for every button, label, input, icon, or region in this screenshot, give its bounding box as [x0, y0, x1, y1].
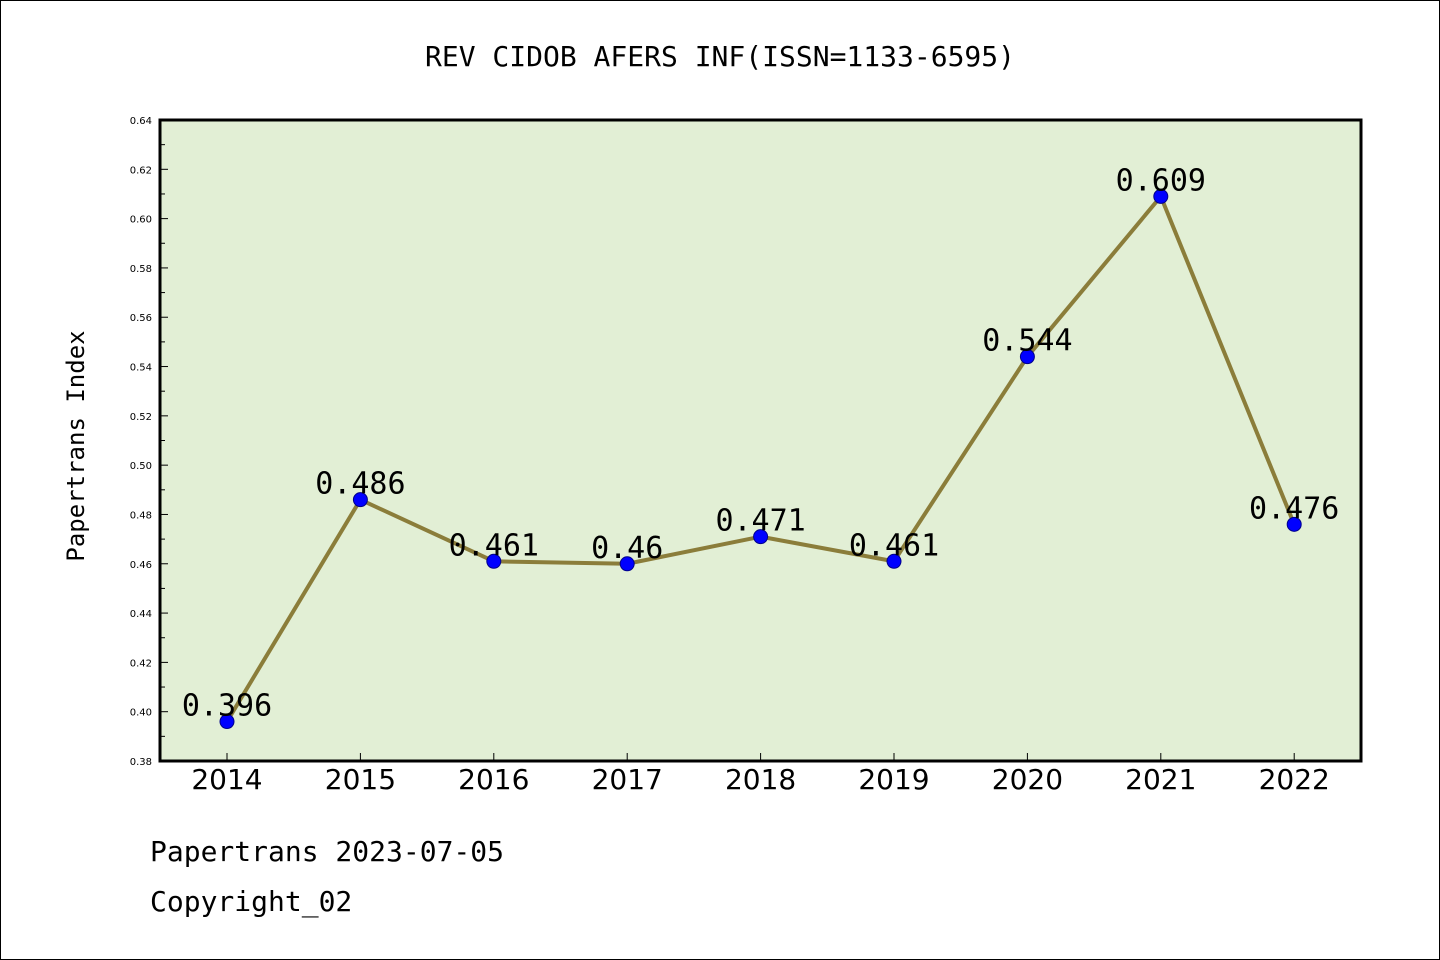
x-tick-label: 2015 — [325, 763, 396, 796]
y-tick-label: 0.38 — [130, 757, 152, 768]
x-tick-label: 2018 — [725, 763, 796, 796]
data-point-marker — [886, 553, 902, 569]
x-tick-label: 2020 — [992, 763, 1063, 796]
y-tick-label: 0.60 — [130, 215, 152, 226]
x-tick-label: 2021 — [1125, 763, 1196, 796]
y-tick-label: 0.42 — [130, 658, 152, 669]
data-point-marker — [486, 553, 502, 569]
x-tick-label: 2022 — [1259, 763, 1330, 796]
y-tick-label: 0.40 — [130, 708, 152, 719]
x-tick-label: 2019 — [858, 763, 929, 796]
y-tick-label: 0.64 — [130, 116, 152, 127]
data-label: 0.544 — [982, 324, 1072, 359]
y-axis-label: Papertrans Index — [62, 330, 90, 561]
x-tick-label: 2014 — [191, 763, 262, 796]
y-tick-label: 0.56 — [130, 313, 152, 324]
data-point-marker — [219, 714, 235, 730]
x-tick-label: 2016 — [458, 763, 529, 796]
y-tick-label: 0.46 — [130, 560, 152, 571]
data-label: 0.396 — [182, 689, 272, 724]
y-tick-label: 0.52 — [130, 412, 152, 423]
y-tick-label: 0.62 — [130, 165, 152, 176]
data-label: 0.476 — [1249, 491, 1339, 526]
data-point-marker — [352, 492, 368, 508]
plot-area — [160, 120, 1361, 761]
x-axis: 2014 2015 2016 2017 2018 2019 2020 2021 2022 — [191, 753, 1330, 796]
footer-copyright: Copyright_02 — [150, 885, 353, 918]
data-label: 0.471 — [715, 504, 805, 539]
data-point-marker — [1019, 349, 1035, 365]
plot-border — [158, 118, 1363, 763]
data-point-marker — [1153, 188, 1169, 204]
y-axis: 0.38 0.40 0.42 0.44 0.46 0.48 0.50 0.52 0.54 0.56… — [130, 116, 168, 768]
data-point-marker — [753, 529, 769, 545]
data-point-marker — [1286, 516, 1302, 532]
data-point-marker — [619, 556, 635, 572]
y-tick-label: 0.48 — [130, 510, 152, 521]
y-tick-label: 0.54 — [130, 363, 152, 374]
y-tick-label: 0.44 — [130, 609, 152, 620]
y-tick-label: 0.50 — [130, 461, 152, 472]
footer-date: Papertrans 2023-07-05 — [150, 835, 505, 868]
data-label: 0.486 — [315, 467, 405, 502]
data-label: 0.46 — [591, 531, 663, 566]
data-label: 0.461 — [449, 528, 539, 563]
series-papertrans-index: 0.396 0.486 0.461 0.46 0.471 0.461 0.544 0.609 0… — [182, 163, 1339, 730]
data-label: 0.461 — [849, 528, 939, 563]
y-tick-label: 0.58 — [130, 264, 152, 275]
chart-title: REV CIDOB AFERS INF(ISSN=1133-6595) — [425, 40, 1015, 73]
x-tick-label: 2017 — [592, 763, 663, 796]
data-label: 0.609 — [1116, 163, 1206, 198]
